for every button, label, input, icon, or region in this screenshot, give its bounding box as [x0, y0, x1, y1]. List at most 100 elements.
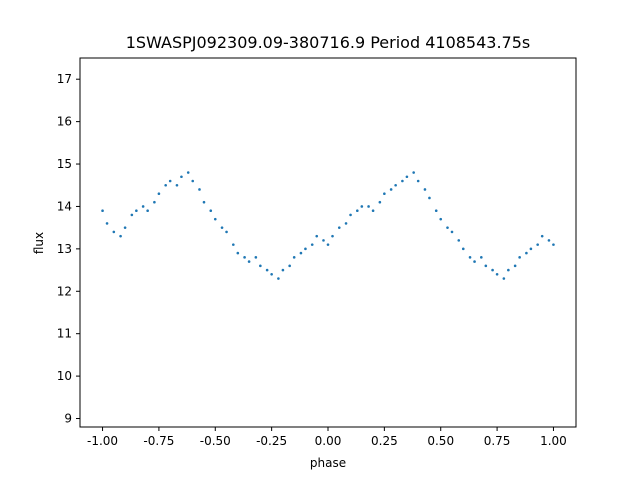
data-point: [507, 268, 510, 272]
data-point: [281, 268, 285, 272]
data-point: [130, 213, 134, 217]
data-points: [101, 171, 555, 280]
data-point: [536, 243, 539, 246]
data-point: [468, 256, 472, 259]
x-tick-label: -1.00: [87, 434, 118, 448]
data-point: [315, 234, 319, 238]
data-point: [141, 205, 145, 208]
data-point: [423, 188, 427, 191]
data-point: [401, 179, 404, 183]
y-tick-label: 17: [57, 72, 72, 86]
x-tick-label: 0.75: [484, 434, 511, 448]
data-point: [254, 256, 258, 259]
data-point: [310, 243, 314, 246]
data-point: [547, 239, 551, 242]
data-point: [349, 213, 352, 217]
data-point: [412, 171, 415, 174]
data-point: [480, 256, 483, 259]
data-point: [394, 183, 397, 187]
data-point: [247, 260, 251, 263]
data-point: [225, 230, 228, 234]
data-point: [270, 273, 273, 276]
data-point: [491, 268, 494, 272]
data-point: [389, 188, 393, 191]
data-point: [157, 192, 161, 196]
y-tick-label: 14: [57, 199, 72, 213]
data-point: [112, 230, 116, 234]
data-point: [434, 209, 438, 212]
data-point: [209, 209, 213, 212]
x-tick-label: -0.50: [200, 434, 231, 448]
data-point: [164, 183, 167, 187]
data-point: [513, 264, 517, 268]
data-point: [213, 217, 217, 221]
data-point: [529, 247, 533, 251]
data-point: [101, 209, 104, 212]
data-point: [360, 205, 364, 208]
data-point: [322, 239, 325, 242]
chart-title: 1SWASPJ092309.09-380716.9 Period 4108543…: [126, 33, 531, 52]
x-tick-label: 0.50: [427, 434, 454, 448]
x-tick-label: 0.00: [315, 434, 342, 448]
x-axis-ticks: -1.00 -0.75 -0.50 -0.25 0.00 0.25 0.50 0.75 1.00: [87, 427, 567, 448]
data-point: [220, 226, 224, 229]
y-tick-label: 16: [57, 115, 72, 129]
data-point: [186, 171, 190, 174]
data-point: [232, 243, 235, 246]
data-point: [356, 209, 359, 212]
y-tick-label: 11: [57, 327, 72, 341]
data-point: [191, 179, 195, 183]
data-point: [265, 268, 269, 272]
data-point: [540, 234, 544, 238]
data-point: [123, 226, 127, 229]
data-point: [367, 205, 370, 208]
data-point: [236, 251, 240, 255]
data-point: [288, 264, 291, 268]
data-point: [299, 251, 303, 255]
x-axis-label: phase: [310, 456, 346, 470]
y-axis-ticks: 9 10 11 12 13 14 15 16 17: [57, 72, 80, 426]
data-point: [175, 183, 179, 187]
y-tick-label: 12: [57, 284, 72, 298]
x-tick-label: 0.25: [371, 434, 398, 448]
data-point: [461, 247, 465, 251]
data-point: [450, 230, 454, 234]
y-tick-label: 10: [57, 369, 72, 383]
data-point: [304, 247, 307, 251]
data-point: [119, 234, 122, 238]
data-point: [457, 239, 461, 242]
data-point: [383, 192, 386, 196]
data-point: [525, 251, 528, 255]
data-point: [416, 179, 420, 183]
data-point: [331, 234, 334, 238]
y-tick-label: 13: [57, 242, 72, 256]
x-tick-label: -0.25: [256, 434, 287, 448]
data-point: [446, 226, 449, 229]
data-point: [428, 196, 431, 200]
data-point: [495, 273, 499, 276]
x-tick-label: 1.00: [540, 434, 567, 448]
data-point: [473, 260, 476, 263]
data-point: [337, 226, 341, 229]
data-point: [344, 222, 348, 225]
x-tick-label: -0.75: [143, 434, 174, 448]
y-tick-label: 15: [57, 157, 72, 171]
data-point: [326, 243, 330, 246]
data-point: [439, 217, 443, 221]
data-point: [259, 264, 262, 268]
data-point: [135, 209, 138, 212]
data-point: [371, 209, 375, 212]
data-point: [168, 179, 172, 183]
data-point: [378, 200, 382, 204]
data-point: [552, 243, 555, 246]
data-point: [484, 264, 488, 268]
data-point: [180, 175, 183, 179]
data-point: [146, 209, 149, 212]
y-axis-label: flux: [32, 232, 46, 254]
y-tick-label: 9: [64, 412, 72, 426]
data-point: [198, 188, 201, 191]
data-point: [105, 222, 109, 225]
data-point: [243, 256, 246, 259]
